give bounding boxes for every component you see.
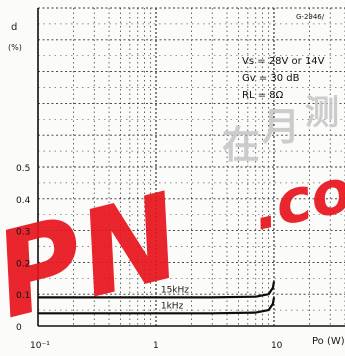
watermark-suffix: .co (247, 155, 345, 244)
watermark-glyph: 在 (222, 122, 260, 167)
x-tick-label: 10⁻¹ (30, 341, 50, 351)
y-tick-label: 0 (16, 323, 22, 333)
x-axis-label: Po (W) (312, 336, 345, 347)
y-tick-label: 0.3 (16, 228, 30, 238)
condition-load: RL = 8Ω (242, 90, 284, 101)
series-line-15kHz (38, 281, 276, 299)
watermark-glyph: 月 (262, 104, 300, 149)
series-label-1kHz: 1kHz (161, 301, 184, 311)
y-tick-label: 0.5 (16, 164, 30, 174)
figure-id: G-2946/ (296, 13, 325, 21)
major-grid (37, 7, 345, 326)
y-tick-label: 0.4 (16, 196, 31, 206)
watermark-glyph: 测 (305, 93, 339, 133)
series-line-1kHz (38, 297, 276, 315)
y-axis-unit: (%) (8, 43, 22, 52)
axes (37, 8, 345, 327)
series-layer: 15kHz 1kHz (38, 281, 276, 315)
conditions-box: Vs = 28V or 14V Gv = 30 dB RL = 8Ω (242, 56, 325, 101)
series-label-15kHz: 15kHz (161, 285, 189, 295)
x-tick-label: 1 (153, 341, 159, 351)
y-tick-label: 0.2 (16, 259, 30, 269)
y-axis-label: d (11, 22, 17, 33)
condition-gain: Gv = 30 dB (242, 73, 300, 84)
y-tick-label: 0.1 (16, 291, 30, 301)
watermark-letters: PN (0, 166, 195, 345)
tick-labels: 0 0.1 0.2 0.3 0.4 0.5 10⁻¹ 1 10 (16, 164, 283, 351)
x-tick-label: 10 (271, 341, 283, 351)
condition-supply: Vs = 28V or 14V (242, 56, 325, 67)
